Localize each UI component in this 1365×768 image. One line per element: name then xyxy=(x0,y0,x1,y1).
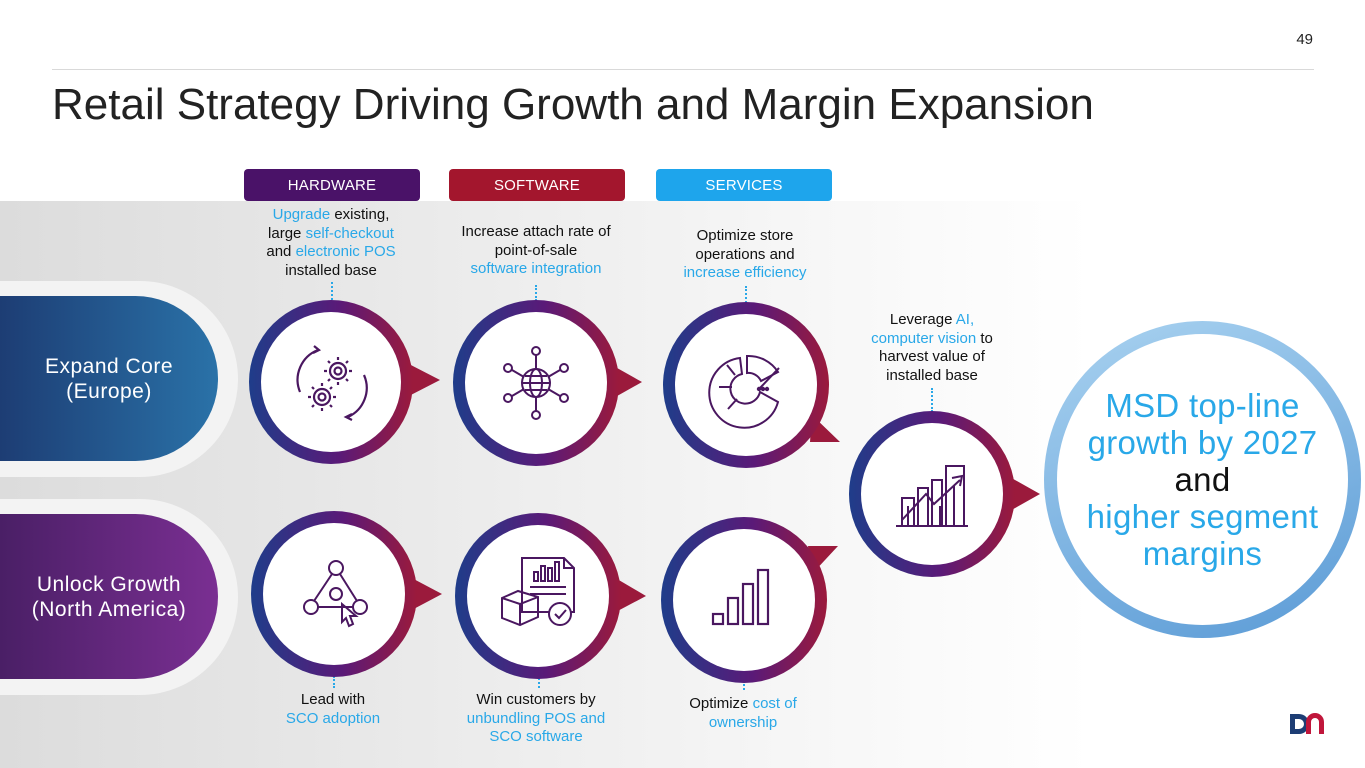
text-segment: existing, xyxy=(330,206,390,223)
text-highlight: unbundling POS and xyxy=(466,709,606,727)
circle-software-north-america xyxy=(455,513,646,679)
text-highlight: increase efficiency xyxy=(683,264,807,281)
connector-services-top xyxy=(745,286,747,306)
text-segment: and xyxy=(266,243,296,260)
goal-line: MSD top-line xyxy=(1105,387,1300,424)
connector-services-bottom xyxy=(743,680,745,690)
network-globe-icon xyxy=(503,346,569,420)
text-segment: Optimize xyxy=(689,695,753,712)
text-segment: to xyxy=(976,329,993,347)
text-segment: Leverage xyxy=(889,311,956,328)
text-segment: operations and xyxy=(695,245,795,263)
row-label-unlock-growth: Unlock Growth (North America) xyxy=(0,514,218,679)
text-highlight: ownership xyxy=(708,713,778,731)
goal-line: margins xyxy=(1142,535,1263,572)
circle-hardware-north-america xyxy=(251,511,442,677)
row-label-line2: (North America) xyxy=(31,597,187,621)
goal-line: higher segment xyxy=(1086,498,1319,535)
growth-chart-icon xyxy=(896,465,968,527)
header-divider xyxy=(52,69,1314,70)
circle-services-north-america xyxy=(661,517,838,683)
text-highlight: cost of xyxy=(752,695,797,712)
goal-line: growth by 2027 xyxy=(1087,424,1318,461)
text-highlight: software integration xyxy=(470,260,602,277)
text-segment: Win customers by xyxy=(476,691,596,708)
connector-leverage xyxy=(931,388,933,412)
software-bottom-text: Win customers by unbundling POS and SCO … xyxy=(436,691,636,747)
text-highlight: electronic POS xyxy=(295,243,396,260)
text-segment: installed base xyxy=(886,366,978,384)
goal-line: and xyxy=(1174,461,1231,498)
text-highlight: self-checkout xyxy=(305,224,394,242)
text-highlight: AI, xyxy=(955,311,975,328)
goal-statement: MSD top-line growth by 2027 and higher s… xyxy=(1057,334,1348,625)
pie-chart-icon xyxy=(708,354,780,429)
text-segment: installed base xyxy=(285,261,377,279)
row-label-line1: Unlock Growth xyxy=(36,572,182,596)
connector-hardware-bottom xyxy=(333,676,335,688)
hardware-top-text: Upgrade existing, large self-checkout an… xyxy=(240,206,422,280)
hardware-bottom-text: Lead with SCO adoption xyxy=(243,691,423,728)
text-highlight: Upgrade xyxy=(272,206,331,223)
text-highlight: SCO software xyxy=(489,728,583,745)
software-top-text: Increase attach rate of point-of-sale so… xyxy=(436,223,636,279)
text-segment: harvest value of xyxy=(879,348,985,365)
leverage-text: Leverage AI, computer vision to harvest … xyxy=(842,311,1022,385)
text-segment: Optimize store xyxy=(696,227,794,244)
column-header-services: SERVICES xyxy=(656,169,832,201)
connector-software-bottom xyxy=(538,678,540,688)
gears-cycle-icon xyxy=(296,345,368,421)
text-segment: Increase attach rate of xyxy=(461,223,611,240)
report-package-icon xyxy=(501,557,575,627)
connector-software-top xyxy=(535,285,537,301)
text-segment: large xyxy=(268,224,306,242)
company-logo xyxy=(1290,713,1324,734)
page-number: 49 xyxy=(1296,31,1313,48)
circle-hardware-europe xyxy=(249,300,440,464)
column-header-software: SOFTWARE xyxy=(449,169,625,201)
row-label-line1: Expand Core xyxy=(44,354,174,378)
row-label-line2: (Europe) xyxy=(66,379,152,403)
connector-hardware-top xyxy=(331,282,333,300)
circle-services-europe xyxy=(663,302,840,468)
text-segment: Lead with xyxy=(300,691,366,708)
services-top-text: Optimize store operations and increase e… xyxy=(655,227,835,283)
page-title: Retail Strategy Driving Growth and Margi… xyxy=(52,80,1094,129)
column-header-hardware: HARDWARE xyxy=(244,169,420,201)
services-bottom-text: Optimize cost of ownership xyxy=(653,695,833,732)
bar-chart-icon xyxy=(711,568,770,626)
text-segment: point-of-sale xyxy=(494,241,578,259)
row-label-expand-core: Expand Core (Europe) xyxy=(0,296,218,461)
team-network-icon xyxy=(303,560,368,628)
text-highlight: SCO adoption xyxy=(285,709,381,727)
text-highlight: computer vision xyxy=(871,329,977,347)
